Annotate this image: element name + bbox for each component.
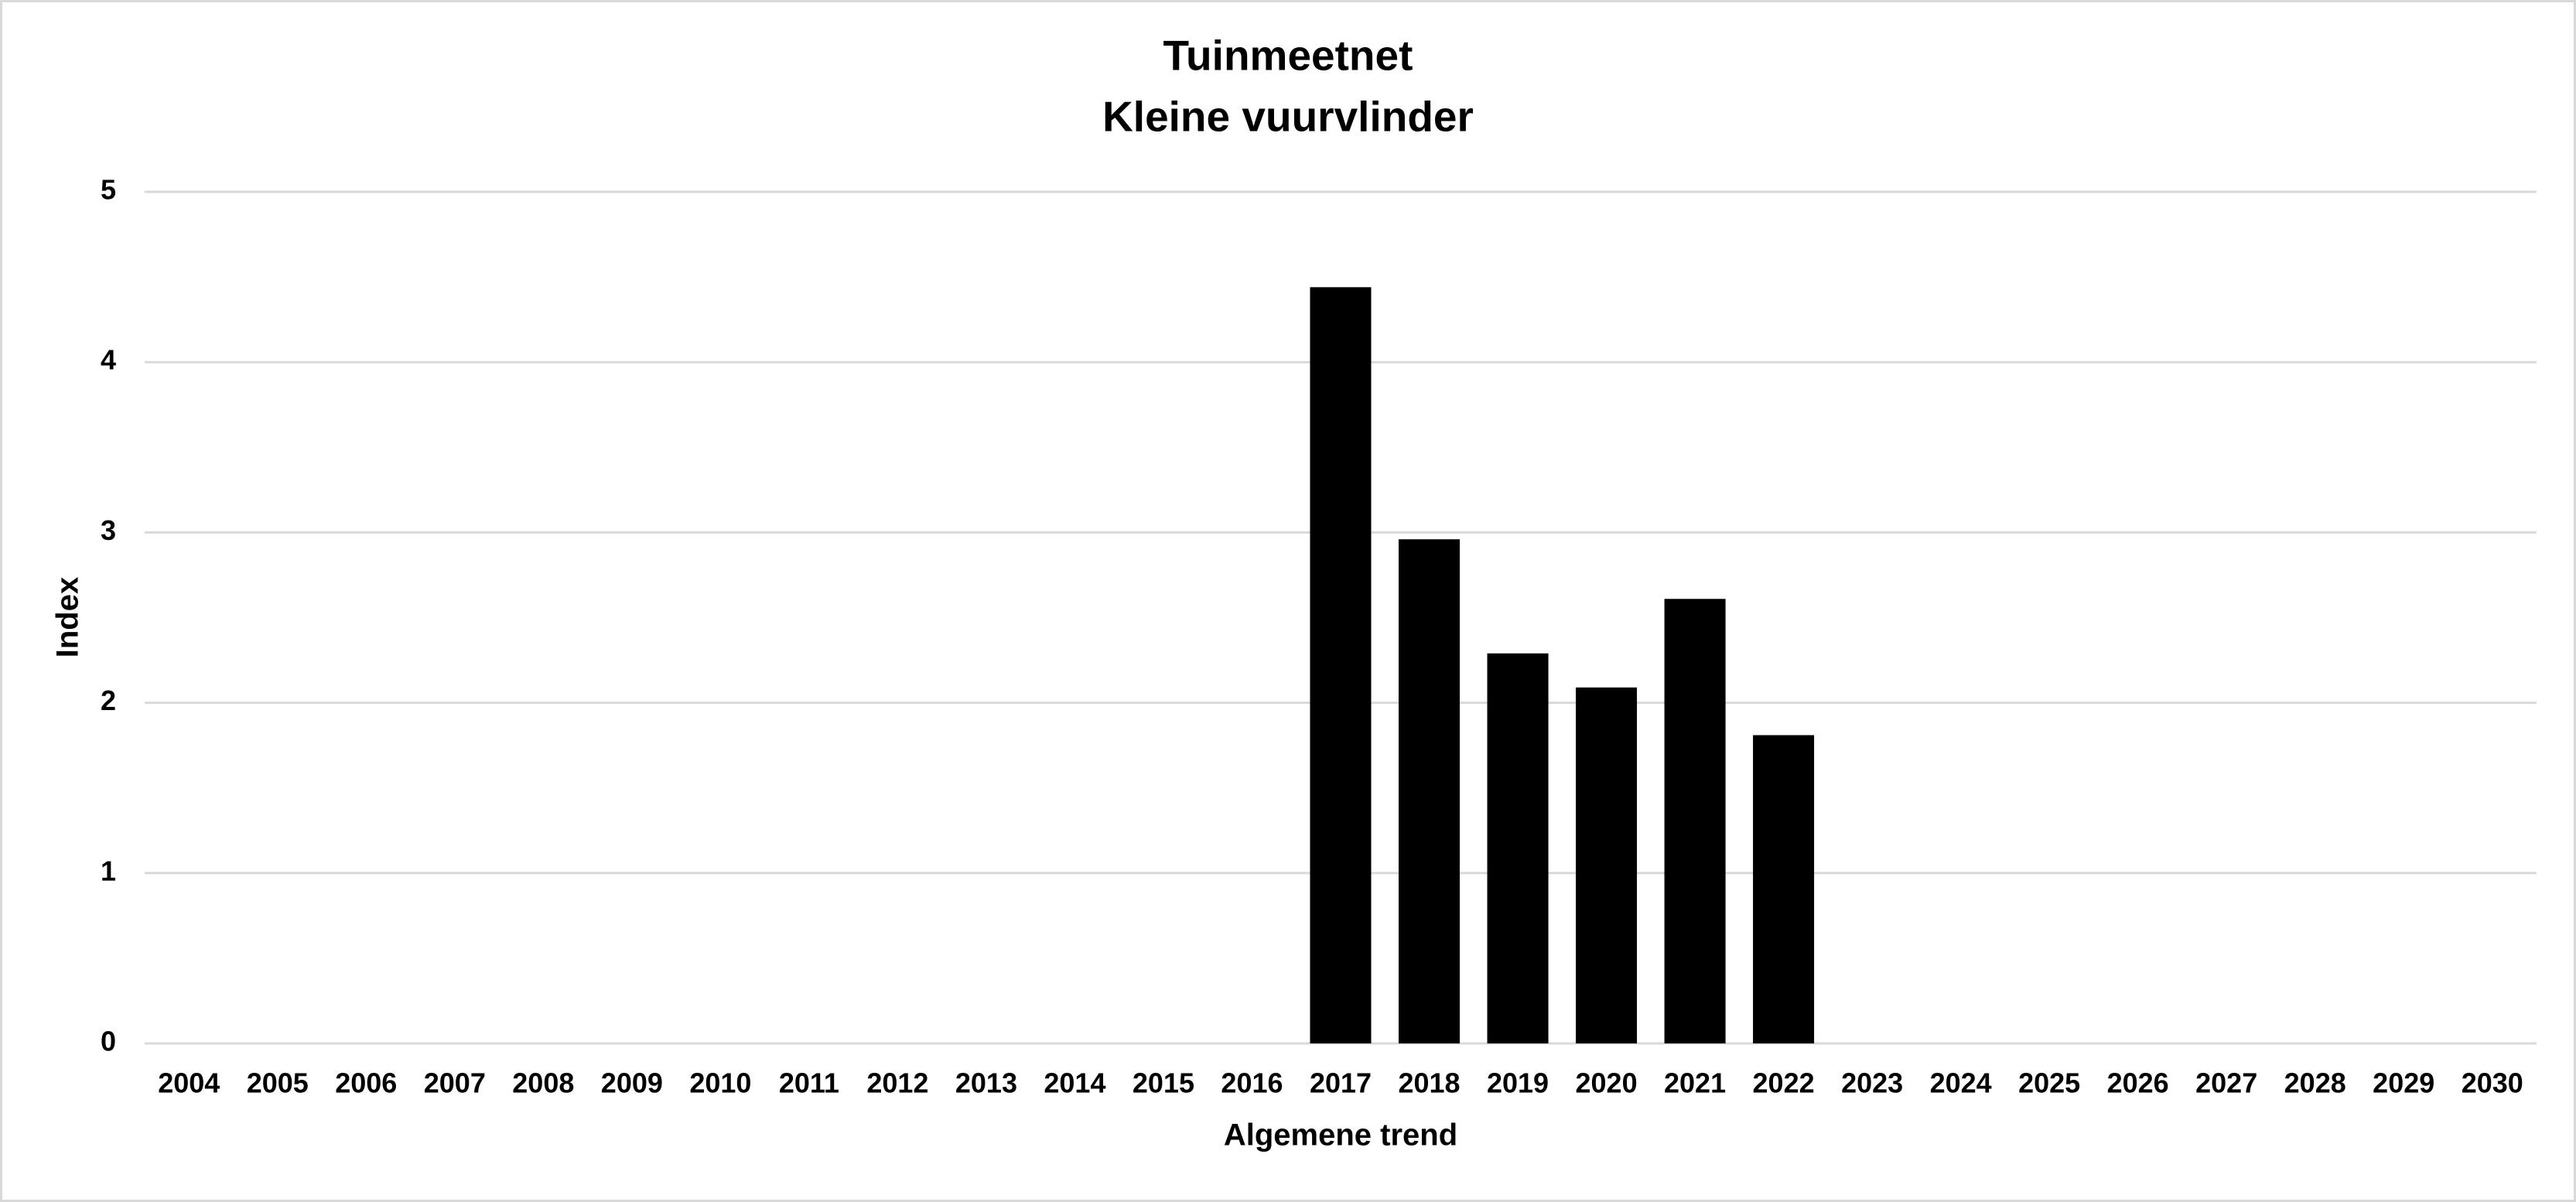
x-tick-label: 2011	[779, 1067, 839, 1099]
bar	[1310, 287, 1372, 1043]
y-tick-label: 4	[101, 344, 116, 376]
x-tick-label: 2022	[1753, 1067, 1815, 1099]
y-tick-label: 3	[101, 514, 116, 546]
x-tick-label: 2028	[2284, 1067, 2346, 1099]
x-tick-label: 2027	[2195, 1067, 2257, 1099]
bar	[1487, 653, 1549, 1043]
x-tick-label: 2005	[247, 1067, 309, 1099]
chart-subtitle: Kleine vuurvlinder	[1102, 93, 1474, 141]
x-tick-label: 2006	[335, 1067, 397, 1099]
y-tick-label: 5	[101, 174, 116, 206]
bar	[1576, 687, 1638, 1043]
x-tick-label: 2012	[866, 1067, 928, 1099]
y-tick-label: 0	[101, 1026, 116, 1057]
x-tick-label: 2024	[1930, 1067, 1992, 1099]
y-tick-label: 1	[101, 855, 116, 886]
x-axis-label: Algemene trend	[1224, 1118, 1457, 1152]
x-tick-label: 2009	[601, 1067, 663, 1099]
y-tick-label: 2	[101, 685, 116, 716]
chart-title: Tuinmeetnet	[1163, 32, 1413, 80]
x-tick-label: 2015	[1133, 1067, 1194, 1099]
x-tick-label: 2030	[2462, 1067, 2523, 1099]
x-tick-label: 2019	[1487, 1067, 1549, 1099]
x-tick-label: 2004	[158, 1067, 220, 1099]
x-tick-label: 2026	[2107, 1067, 2169, 1099]
y-axis-label: Index	[51, 577, 85, 657]
bar	[1399, 539, 1461, 1043]
x-tick-label: 2018	[1398, 1067, 1460, 1099]
x-tick-label: 2008	[512, 1067, 574, 1099]
x-tick-label: 2020	[1576, 1067, 1638, 1099]
x-tick-label: 2014	[1044, 1067, 1105, 1099]
bar	[1753, 735, 1815, 1043]
x-tick-label: 2010	[689, 1067, 751, 1099]
x-tick-label: 2016	[1221, 1067, 1283, 1099]
x-tick-label: 2025	[2018, 1067, 2080, 1099]
bar	[1664, 599, 1726, 1043]
x-tick-label: 2013	[955, 1067, 1017, 1099]
x-tick-label: 2029	[2373, 1067, 2434, 1099]
x-tick-label: 2021	[1664, 1067, 1726, 1099]
x-tick-label: 2007	[424, 1067, 486, 1099]
x-tick-label: 2017	[1310, 1067, 1372, 1099]
x-tick-label: 2023	[1841, 1067, 1903, 1099]
